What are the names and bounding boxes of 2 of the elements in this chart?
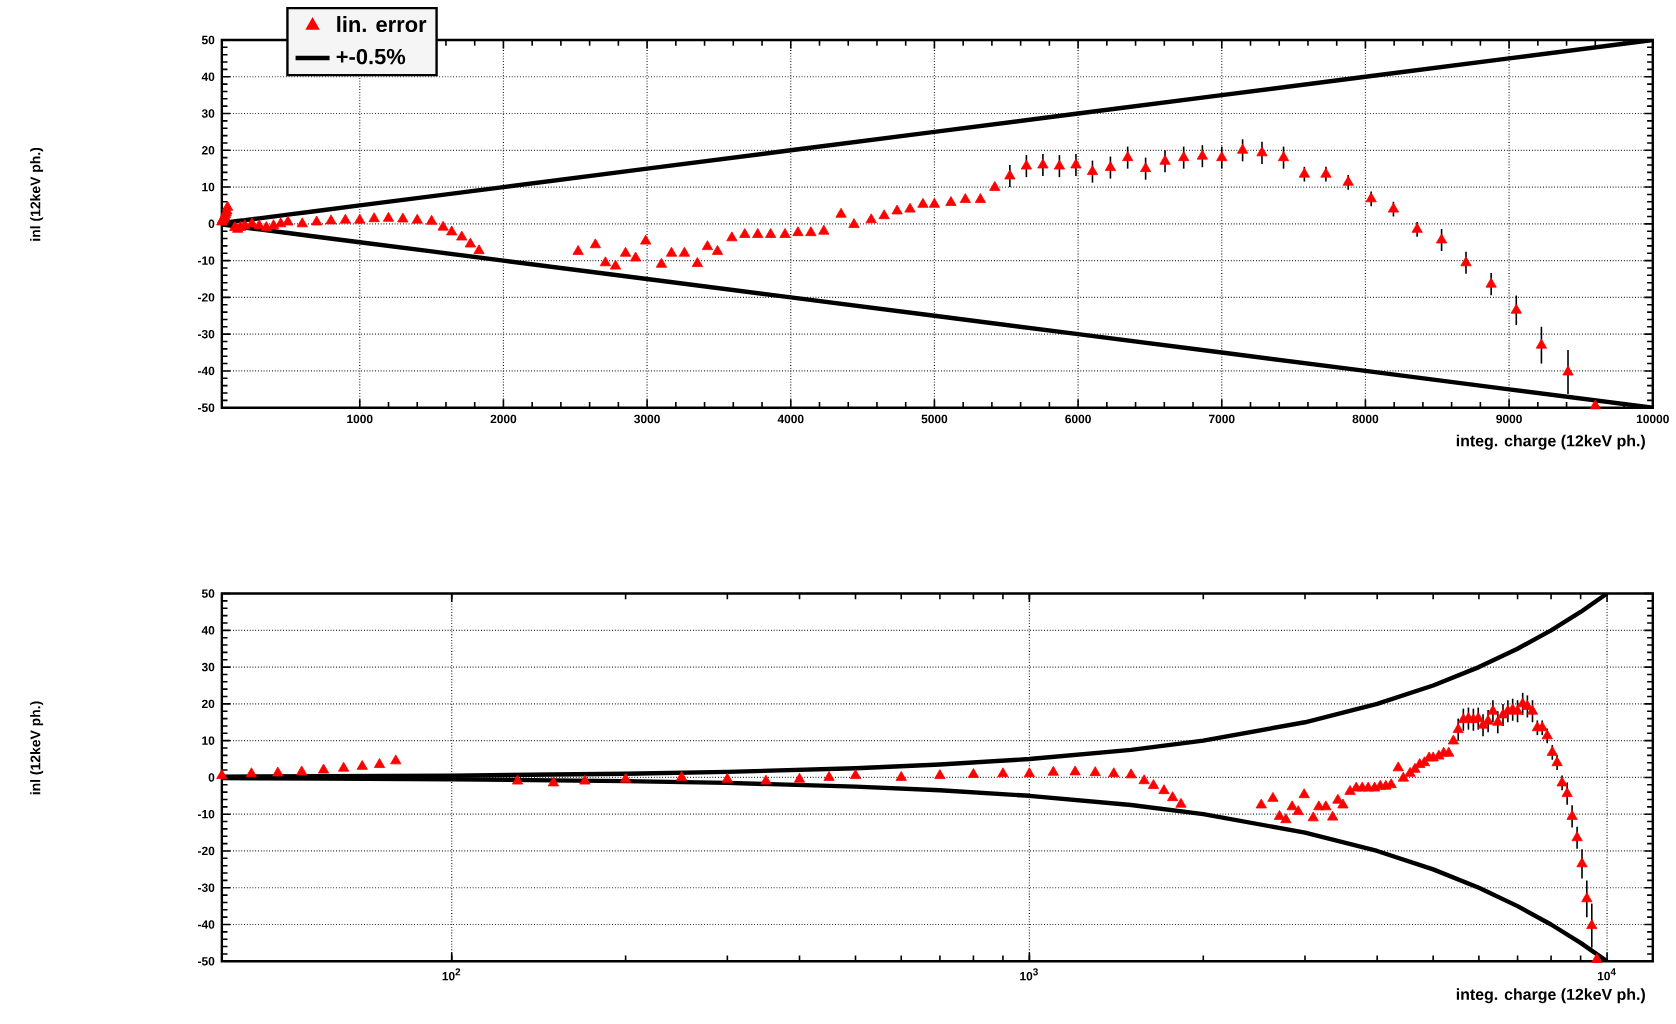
legend-label: lin. error — [337, 16, 427, 33]
legend-label: +-0.5% — [336, 49, 406, 65]
